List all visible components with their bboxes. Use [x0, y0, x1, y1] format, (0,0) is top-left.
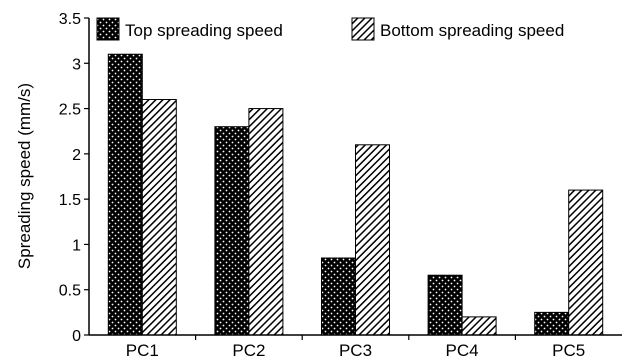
bar-top-pc1 [107, 53, 143, 336]
bar-bottom-pc5 [568, 189, 604, 336]
x-tick-label: PC1 [126, 341, 159, 360]
y-tick-label: 1 [72, 237, 81, 254]
x-tick-label: PC2 [232, 341, 265, 360]
legend-swatch-bottom [351, 17, 375, 41]
legend-swatch-top [96, 17, 120, 41]
y-tick-label: 2 [72, 147, 81, 164]
legend: Top spreading speed Bottom spreading spee… [96, 17, 564, 41]
y-tick-label: 0 [72, 328, 81, 345]
x-ticks-group: PC1 PC2 PC3 PC4 PC5 [126, 335, 585, 360]
bar-top-pc3 [321, 257, 356, 336]
y-tick-label: 3 [72, 56, 81, 73]
x-tick-label: PC5 [552, 341, 585, 360]
legend-label-bottom: Bottom spreading speed [380, 21, 564, 40]
y-tick-label: 1.5 [59, 192, 81, 209]
bar-top-pc2 [214, 126, 250, 336]
y-tick-label: 0.5 [59, 283, 81, 300]
x-tick-label: PC3 [339, 341, 372, 360]
x-tick-label: PC4 [446, 341, 479, 360]
y-tick-label: 3.5 [59, 11, 81, 28]
bar-bottom-pc3 [355, 144, 390, 336]
legend-label-top: Top spreading speed [125, 21, 283, 40]
bars-group [107, 53, 604, 336]
bar-top-pc5 [534, 311, 570, 336]
y-ticks-group: 0 0.5 1 1.5 2 2.5 3 3.5 [59, 11, 89, 345]
y-axis-title: Spreading speed (mm/s) [15, 83, 34, 269]
bar-bottom-pc1 [141, 99, 177, 336]
bar-top-pc4 [427, 274, 463, 336]
y-tick-label: 2.5 [59, 102, 81, 119]
bar-bottom-pc2 [248, 108, 284, 336]
bar-bottom-pc4 [461, 316, 497, 336]
